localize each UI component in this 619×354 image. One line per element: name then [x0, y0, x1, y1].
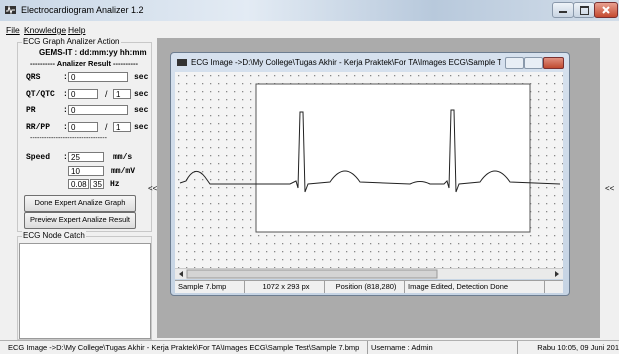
unit: Hz — [110, 180, 120, 189]
unit: mm/s — [113, 153, 132, 162]
row-label: QRS — [26, 73, 40, 82]
unit: sec — [134, 123, 148, 132]
menu-help[interactable]: Help — [68, 25, 85, 35]
text-field[interactable]: 35 — [90, 179, 104, 189]
divider: --------------------------------- — [30, 135, 140, 142]
text-field[interactable]: 1 — [113, 89, 131, 99]
close-button[interactable] — [594, 2, 618, 18]
child-maximize[interactable] — [524, 57, 543, 69]
status-message: Image Edited, Detection Done — [405, 281, 545, 293]
unit: mm/mV — [111, 167, 135, 176]
child-close[interactable] — [543, 57, 564, 69]
unit: sec — [134, 106, 148, 115]
node-list[interactable] — [19, 243, 151, 339]
status-path: ECG Image ->D:\My College\Tugas Akhir - … — [0, 341, 368, 354]
maximize-button[interactable] — [573, 2, 595, 18]
slash: / — [105, 122, 108, 132]
text-field[interactable]: 25 — [68, 152, 104, 162]
app-icon — [5, 5, 17, 15]
row-label: PR — [26, 106, 36, 115]
collapse-left[interactable]: << — [148, 184, 157, 193]
menu-file[interactable]: File — [6, 25, 20, 35]
text-field[interactable]: 10 — [68, 166, 104, 176]
preview-button[interactable]: Preview Expert Analize Result — [24, 212, 136, 229]
text-field[interactable]: 0 — [68, 105, 128, 115]
status-bar: ECG Image ->D:\My College\Tugas Akhir - … — [0, 340, 619, 354]
group-title: ECG Node Catch — [22, 231, 86, 240]
slash: / — [105, 89, 108, 99]
group-title: ECG Graph Analizer Action — [22, 37, 121, 46]
child-icon — [177, 58, 188, 67]
status-datetime: Rabu 10:05, 09 Juni 201 — [518, 341, 619, 354]
child-title: ECG Image ->D:\My College\Tugas Akhir - … — [191, 58, 501, 67]
h-scrollbar[interactable] — [175, 268, 563, 279]
done-button[interactable]: Done Expert Analize Graph — [24, 195, 136, 212]
child-minimize[interactable] — [505, 57, 524, 69]
text-field[interactable]: 0 — [68, 72, 128, 82]
text-field[interactable]: 0 — [68, 89, 98, 99]
status-position: Position (818,280) — [325, 281, 405, 293]
child-status-bar: Sample 7.bmp 1072 x 293 px Position (818… — [175, 280, 563, 293]
minimize-button[interactable] — [552, 2, 574, 18]
text-field[interactable]: 0.08 — [68, 179, 89, 189]
status-user: Username : Admin — [368, 341, 518, 354]
window-title: Electrocardiogram Analizer 1.2 — [21, 5, 144, 15]
speed-label: Speed — [26, 153, 50, 162]
unit: sec — [134, 73, 148, 82]
text-field[interactable]: 1 — [113, 122, 131, 132]
datetime: GEMS-IT : dd:mm:yy hh:mm — [39, 48, 147, 57]
unit: sec — [134, 90, 148, 99]
row-label: RR/PP — [26, 123, 50, 132]
text-field[interactable]: 0 — [68, 122, 98, 132]
status-size: 1072 x 293 px — [245, 281, 325, 293]
app-window: Electrocardiogram Analizer 1.2 File Know… — [0, 0, 619, 354]
ecg-image — [175, 72, 563, 268]
row-label: QT/QTC — [26, 90, 55, 99]
status-file: Sample 7.bmp — [175, 281, 245, 293]
collapse-right[interactable]: << — [605, 184, 614, 193]
result-header: ---------- Analizer Result ---------- — [30, 59, 138, 68]
menu-knowledge[interactable]: Knowledge — [24, 25, 66, 35]
